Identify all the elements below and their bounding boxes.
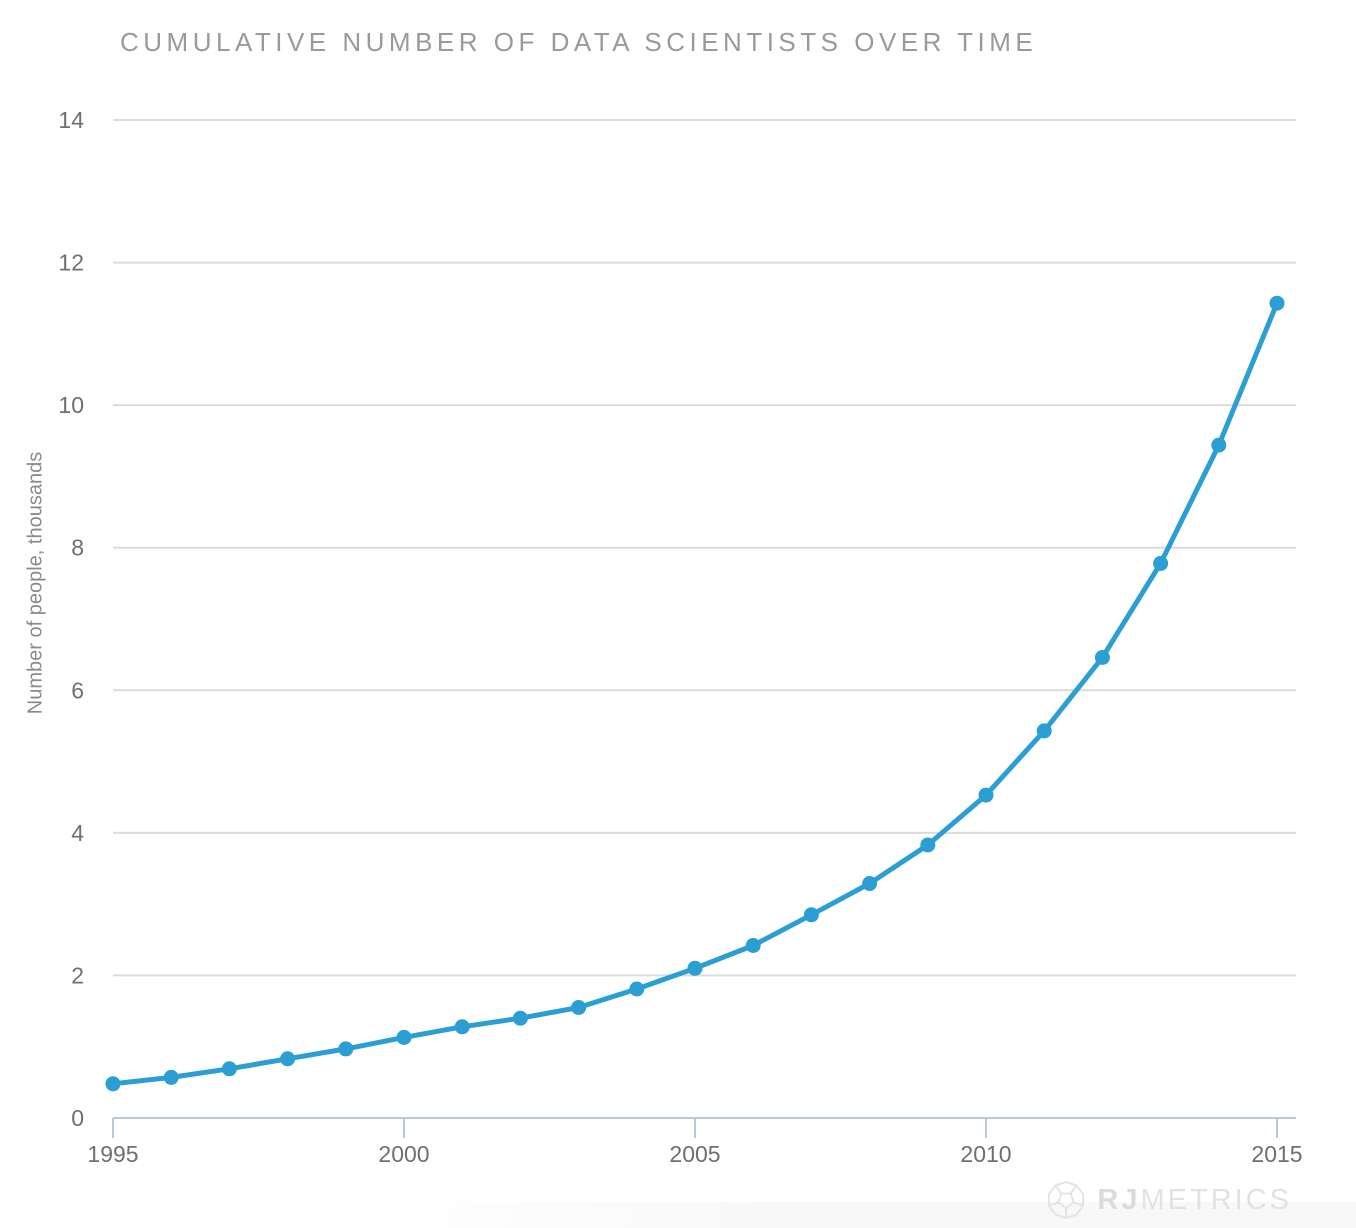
data-point-marker (1269, 295, 1285, 311)
data-point-marker (1153, 555, 1169, 571)
data-point-marker (1036, 723, 1052, 739)
data-point-marker (454, 1019, 470, 1035)
data-point-marker (396, 1029, 412, 1045)
data-point-marker (163, 1069, 179, 1085)
data-point-marker (280, 1051, 296, 1067)
logo-text-light: METRICS (1140, 1183, 1292, 1216)
y-tick-label: 8 (71, 535, 84, 561)
y-tick-label: 10 (58, 392, 84, 418)
y-tick-label: 6 (71, 677, 84, 703)
data-point-marker (803, 907, 819, 923)
data-point-marker (338, 1041, 354, 1057)
data-point-marker (687, 960, 703, 976)
data-point-marker (745, 938, 761, 953)
data-point-marker (920, 837, 936, 853)
x-tick-label: 2015 (1251, 1141, 1302, 1167)
rjmetrics-logo: RJMETRICS (1046, 1180, 1292, 1220)
data-point-marker (105, 1076, 121, 1092)
chart-title: CUMULATIVE NUMBER OF DATA SCIENTISTS OVE… (120, 27, 1038, 57)
y-tick-label: 2 (71, 962, 84, 988)
x-tick-label: 2000 (378, 1141, 429, 1167)
logo-text-bold: RJ (1097, 1183, 1141, 1216)
logo-text: RJMETRICS (1097, 1184, 1292, 1217)
data-point-marker (1211, 437, 1227, 453)
dodecahedron-icon (1048, 1181, 1085, 1219)
x-tick-label: 2010 (960, 1141, 1011, 1167)
data-point-marker (862, 876, 878, 891)
y-tick-label: 12 (58, 250, 84, 276)
data-point-marker (629, 981, 645, 997)
y-tick-label: 0 (71, 1105, 84, 1131)
x-tick-label: 1995 (87, 1141, 138, 1167)
data-point-marker (512, 1010, 528, 1026)
data-point-marker (221, 1061, 237, 1077)
y-tick-label: 14 (58, 107, 84, 133)
data-point-marker (1094, 650, 1110, 665)
data-point-marker (571, 1000, 587, 1015)
background-watermark (246, 1202, 1356, 1228)
y-tick-label: 4 (71, 820, 84, 846)
data-point-marker (978, 787, 994, 803)
x-tick-label: 2005 (669, 1141, 720, 1167)
